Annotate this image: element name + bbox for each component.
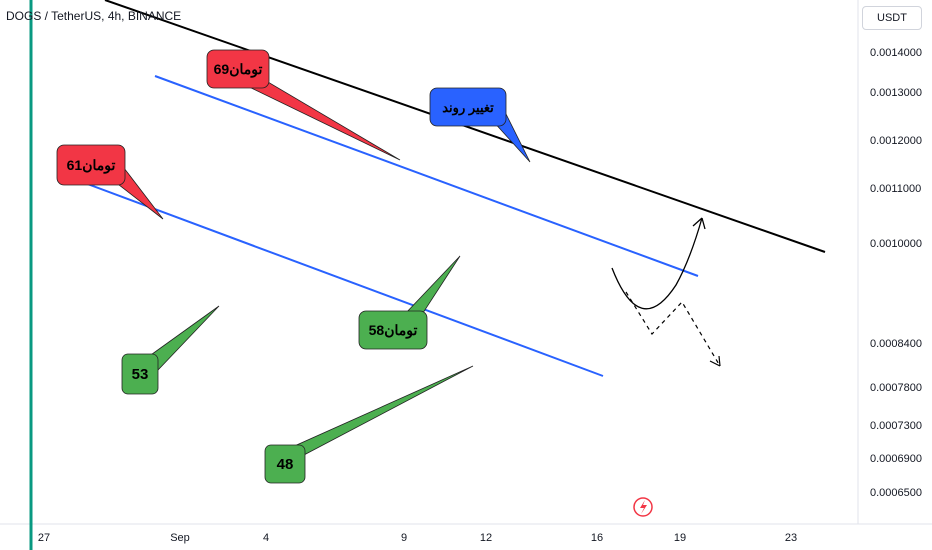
callout-trend-change: تغییر روند [429,87,531,163]
x-tick-label: 16 [591,532,603,544]
callout-box [56,144,126,186]
callout-tail [289,365,474,457]
y-tick-label: 0.0013000 [870,87,922,99]
callout-text: تغییر روند [442,100,494,116]
callout-text: تومان69 [214,61,263,78]
callout-text: تومان58 [369,322,418,339]
price-axis-bg [858,0,932,524]
y-tick-label: 0.0014000 [870,47,922,59]
bearish-arrow-head [709,355,721,367]
callout-text: تومان61 [67,157,116,174]
callout-tail [243,81,401,161]
y-tick-label: 0.0010000 [870,238,922,250]
callout-text: 53 [132,366,149,383]
y-tick-label: 0.0006500 [870,487,922,499]
callout-box [429,87,507,127]
callout-58: تومان58 [358,255,461,350]
y-tick-label: 0.0007800 [870,382,922,394]
bullish-arrow-head [692,217,706,230]
callout-53: 53 [121,305,220,395]
x-tick-label: 12 [480,532,492,544]
callout-box [206,49,270,89]
y-tick-label: 0.0012000 [870,135,922,147]
x-tick-label: 23 [785,532,797,544]
x-tick-label: 27 [38,532,50,544]
x-tick-label: 9 [401,532,407,544]
callout-tail [404,255,461,317]
x-tick-label: 4 [263,532,269,544]
bearish-projection-path [625,291,721,367]
channel-lower-line [57,172,604,377]
y-tick-label: 0.0006900 [870,453,922,465]
callout-48: 48 [264,365,474,484]
callout-69: تومان69 [206,49,401,161]
callout-61: تومان61 [56,144,164,220]
y-tick-label: 0.0007300 [870,420,922,432]
bullish-projection-curve [611,217,703,310]
currency-button[interactable]: USDT [862,6,922,30]
x-tick-label: 19 [674,532,686,544]
lightning-bolt [640,500,647,514]
callout-box [358,310,428,350]
y-tick-label: 0.0011000 [870,183,921,195]
lightning-icon [633,497,653,517]
symbol-title[interactable]: DOGS / TetherUS, 4h, BINANCE [6,9,182,23]
callout-tail [147,305,220,371]
y-tick-label: 0.0008400 [870,338,922,350]
callout-text: 48 [277,456,294,473]
x-tick-label: Sep [170,532,190,544]
callout-box [121,353,159,395]
channel-upper-line [154,75,699,277]
callout-box [264,444,306,484]
